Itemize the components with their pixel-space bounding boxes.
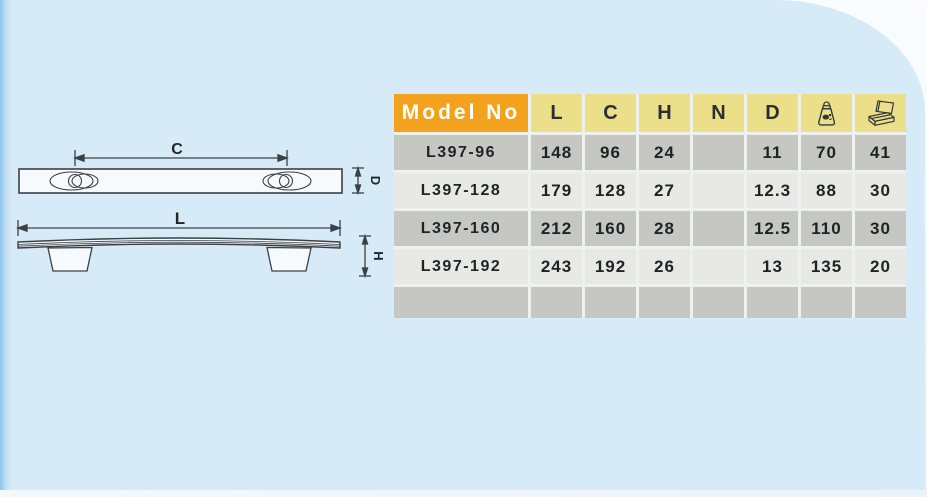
arrowhead: [361, 267, 369, 279]
cell-packing: 41: [855, 135, 906, 170]
header-col-n: N: [693, 94, 744, 132]
arrowhead: [354, 184, 362, 196]
cell-model: L397-160: [394, 211, 528, 246]
handle-edge-line: [17, 241, 341, 247]
cell-weight: 70: [801, 135, 852, 170]
left-edge-stripe: [0, 0, 11, 490]
cell-h: 26: [639, 249, 690, 284]
cell-l: 148: [531, 135, 582, 170]
spec-table: Model No L C H N D: [394, 94, 906, 318]
header-col-weight: [801, 94, 852, 132]
right-screw-slot: [262, 171, 312, 191]
cell-d: [747, 287, 798, 318]
dim-label-l: L: [175, 209, 185, 228]
cell-c: 96: [585, 135, 636, 170]
cell-n: [693, 249, 744, 284]
cell-weight: 110: [801, 211, 852, 246]
cell-model: [394, 287, 528, 318]
header-col-l: L: [531, 94, 582, 132]
cell-packing: 20: [855, 249, 906, 284]
dim-label-h: H: [371, 251, 386, 260]
cell-model: L397-128: [394, 173, 528, 208]
cell-h: [639, 287, 690, 318]
cell-c: 160: [585, 211, 636, 246]
handle-edge-line: [17, 240, 341, 245]
cell-c: 128: [585, 173, 636, 208]
header-col-h: H: [639, 94, 690, 132]
cell-packing: 30: [855, 173, 906, 208]
cell-l: 179: [531, 173, 582, 208]
header-col-c: C: [585, 94, 636, 132]
cell-c: [585, 287, 636, 318]
handle-technical-drawing: C D L H: [16, 141, 386, 279]
cell-d: 12.5: [747, 211, 798, 246]
cell-weight: [801, 287, 852, 318]
right-foot: [266, 246, 312, 272]
dim-label-d: D: [368, 176, 383, 185]
cell-l: 212: [531, 211, 582, 246]
left-foot: [47, 246, 93, 272]
cell-n: [693, 173, 744, 208]
cell-h: 28: [639, 211, 690, 246]
header-col-d: D: [747, 94, 798, 132]
packing-box-icon: [867, 100, 895, 126]
cell-model: L397-192: [394, 249, 528, 284]
cell-l: 243: [531, 249, 582, 284]
weight-icon: [818, 101, 836, 126]
cell-n: [693, 211, 744, 246]
cell-d: 12.3: [747, 173, 798, 208]
cell-d: 13: [747, 249, 798, 284]
cell-weight: 88: [801, 173, 852, 208]
arrowhead: [354, 165, 362, 177]
cell-n: [693, 135, 744, 170]
arrowhead: [73, 153, 85, 163]
dim-label-c: C: [171, 141, 183, 158]
left-screw-slot: [49, 171, 99, 191]
arrowhead: [361, 233, 369, 245]
arrowhead: [330, 223, 342, 233]
handle-side-view: [17, 237, 341, 249]
cell-d: 11: [747, 135, 798, 170]
cell-packing: 30: [855, 211, 906, 246]
cell-packing: [855, 287, 906, 318]
handle-top-view: [18, 168, 343, 194]
cell-model: L397-96: [394, 135, 528, 170]
cell-h: 24: [639, 135, 690, 170]
header-model-no: Model No: [394, 94, 528, 132]
cell-c: 192: [585, 249, 636, 284]
arrowhead: [277, 153, 289, 163]
arrowhead: [16, 223, 28, 233]
cell-l: [531, 287, 582, 318]
cell-h: 27: [639, 173, 690, 208]
cell-weight: 135: [801, 249, 852, 284]
cell-n: [693, 287, 744, 318]
header-col-packing: [855, 94, 906, 132]
